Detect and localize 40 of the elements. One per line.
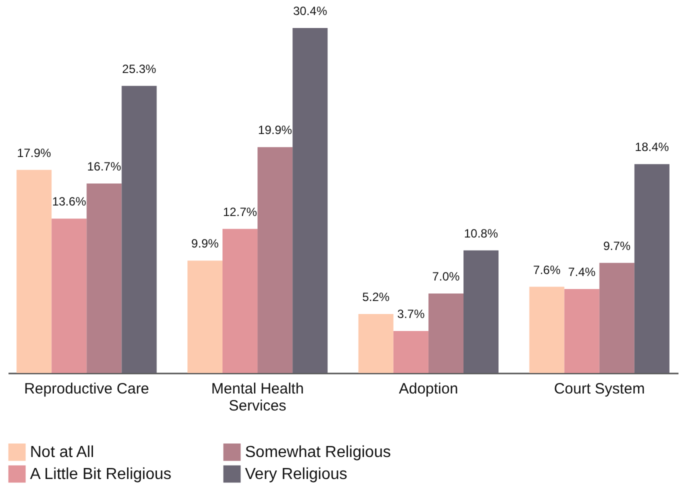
- bar: [52, 218, 87, 373]
- data-label: 16.7%: [87, 159, 122, 174]
- data-label: 7.6%: [533, 262, 561, 277]
- bar: [122, 86, 157, 373]
- bar: [463, 250, 499, 373]
- bar: [86, 183, 122, 373]
- data-label: 13.6%: [52, 194, 86, 209]
- bar: [187, 260, 223, 373]
- legend-label: Not at All: [30, 444, 94, 462]
- x-tick-label: Court System: [554, 380, 645, 398]
- x-tick-label: Adoption: [398, 380, 458, 398]
- legend-label: Very Religious: [245, 466, 348, 483]
- data-label: 25.3%: [122, 62, 157, 76]
- bar: [292, 28, 328, 373]
- bar: [16, 170, 52, 373]
- data-label: 17.9%: [17, 146, 52, 160]
- data-label: 3.7%: [397, 307, 425, 322]
- data-label: 7.0%: [432, 270, 460, 284]
- data-label: 19.9%: [258, 123, 292, 138]
- data-label: 7.4%: [568, 265, 596, 280]
- bar: [634, 164, 670, 373]
- data-label: 12.7%: [223, 204, 258, 219]
- data-label: 10.8%: [464, 226, 498, 240]
- bar: [258, 147, 293, 373]
- legend-label: A Little Bit Religious: [30, 466, 172, 483]
- data-label: 5.2%: [362, 290, 390, 304]
- x-tick-label: Mental Health Services: [211, 380, 304, 414]
- bar: [222, 228, 258, 373]
- data-label: 9.9%: [191, 236, 219, 251]
- bar: [599, 262, 634, 373]
- bar: [428, 294, 464, 373]
- bar: [358, 314, 394, 373]
- bar: [564, 289, 600, 373]
- data-label: 30.4%: [293, 4, 328, 18]
- data-label: 9.7%: [603, 238, 631, 253]
- bar: [393, 331, 428, 373]
- data-label: 18.4%: [634, 140, 670, 154]
- x-tick-label: Reproductive Care: [24, 380, 150, 398]
- bar: [529, 286, 564, 373]
- legend-label: Somewhat Religious: [245, 444, 391, 462]
